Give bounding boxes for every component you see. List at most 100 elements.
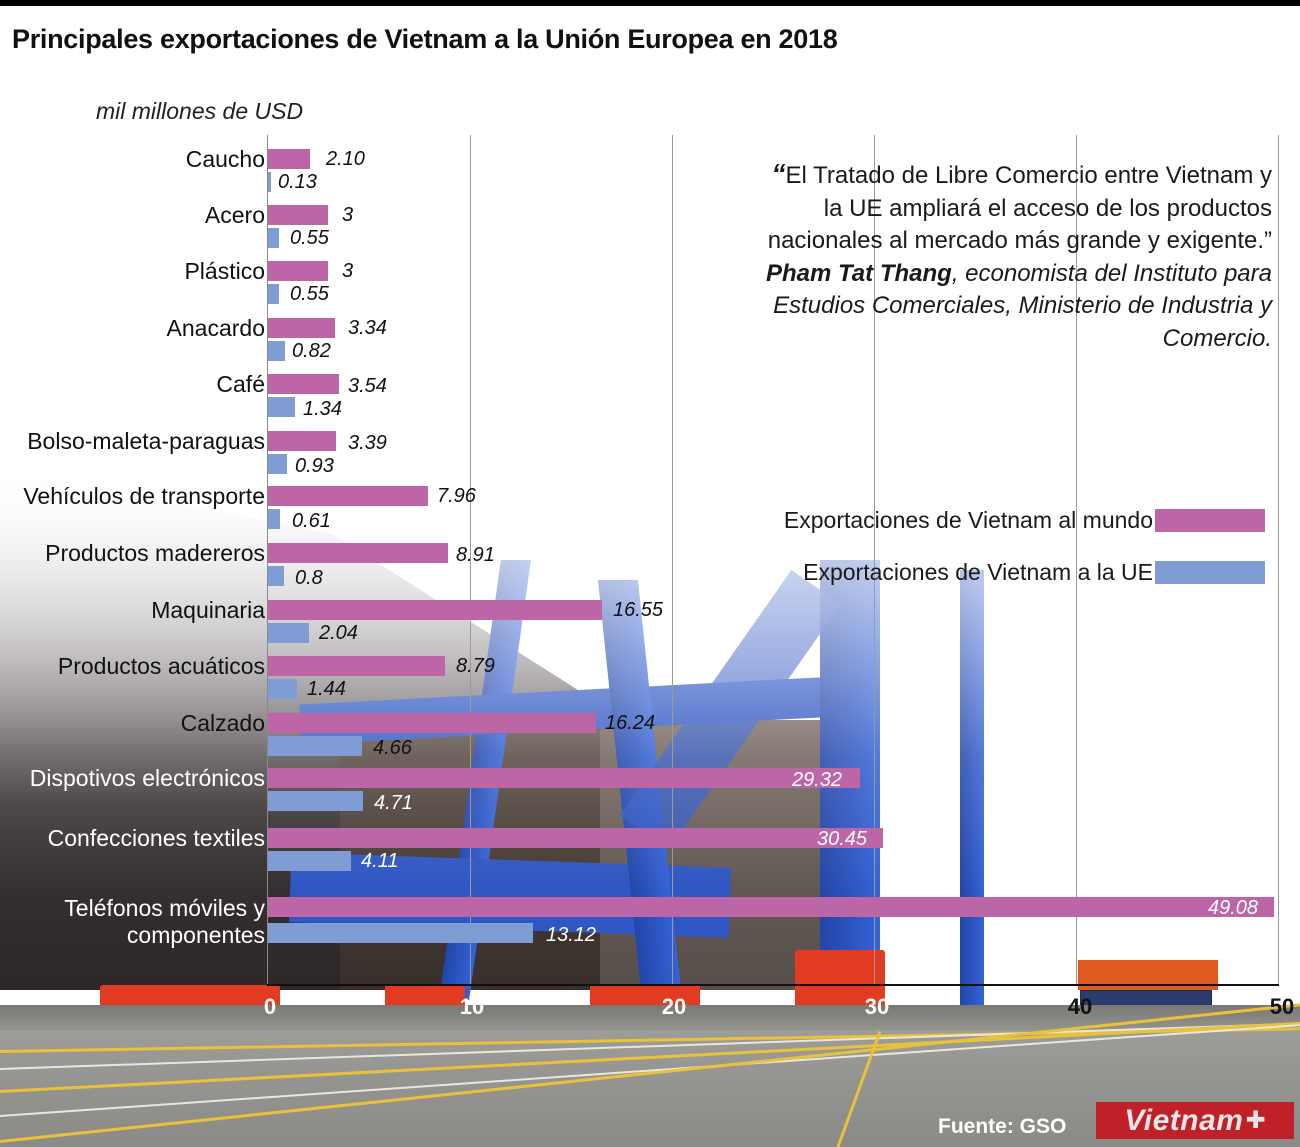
bar-world bbox=[268, 205, 328, 225]
value-world: 2.10 bbox=[326, 148, 365, 170]
value-world: 3.54 bbox=[348, 375, 387, 397]
bar-row-electronicos: Dispotivos electrónicos 29.32 4.71 bbox=[0, 765, 1300, 814]
category-label: Confecciones textiles bbox=[47, 825, 265, 851]
bar-eu bbox=[268, 454, 287, 474]
gridline-50 bbox=[1278, 135, 1279, 985]
legend-world: Exportaciones de Vietnam al mundo bbox=[784, 507, 1265, 533]
bar-world bbox=[268, 149, 310, 169]
bar-world bbox=[268, 656, 445, 676]
category-label: Café bbox=[216, 371, 265, 397]
value-eu: 2.04 bbox=[319, 622, 358, 644]
x-tick-40: 40 bbox=[1067, 994, 1093, 1019]
x-tick-10: 10 bbox=[459, 994, 485, 1019]
bar-row-acero: Acero 3 0.55 bbox=[0, 202, 1300, 251]
bar-eu bbox=[268, 341, 285, 361]
category-label: Vehículos de transporte bbox=[23, 483, 265, 509]
gridline-10 bbox=[470, 135, 471, 985]
legend-label-eu: Exportaciones de Vietnam a la UE bbox=[803, 558, 1153, 585]
x-tick-0: 0 bbox=[263, 994, 277, 1019]
category-label: Teléfonos móviles y componentes bbox=[55, 895, 265, 949]
bar-row-telefonos: Teléfonos móviles y componentes 49.08 13… bbox=[0, 895, 1300, 948]
value-world: 30.45 bbox=[817, 828, 868, 850]
value-eu: 0.82 bbox=[292, 340, 331, 362]
bar-eu bbox=[268, 228, 279, 248]
gridline-30 bbox=[874, 135, 875, 985]
unit-label: mil millones de USD bbox=[96, 98, 304, 124]
value-world: 3.39 bbox=[348, 432, 387, 454]
bar-eu bbox=[268, 284, 279, 304]
bar-eu bbox=[268, 172, 271, 192]
source-note: Fuente: GSO bbox=[938, 1115, 1067, 1138]
value-eu: 13.12 bbox=[546, 924, 597, 946]
value-world: 3 bbox=[342, 204, 354, 226]
bar-world bbox=[268, 543, 448, 563]
category-label: Acero bbox=[204, 202, 265, 228]
bar-world bbox=[268, 828, 883, 848]
bar-row-caucho: Caucho 2.10 0.13 bbox=[0, 146, 1300, 195]
category-label: Productos acuáticos bbox=[57, 653, 265, 679]
bar-world bbox=[268, 600, 602, 620]
bar-eu bbox=[268, 923, 533, 943]
bar-eu bbox=[268, 736, 362, 756]
bar-eu bbox=[268, 623, 309, 643]
bar-row-bolso: Bolso-maleta-paraguas 3.39 0.93 bbox=[0, 428, 1300, 477]
chart-title: Principales exportaciones de Vietnam a l… bbox=[12, 24, 838, 54]
value-eu: 4.66 bbox=[373, 737, 412, 759]
top-border bbox=[0, 0, 1300, 6]
quote-author-role: , economista del Instituto para Estudios… bbox=[773, 259, 1272, 352]
value-world: 16.55 bbox=[613, 599, 664, 621]
bar-eu bbox=[268, 791, 363, 811]
plus-icon: ✚ bbox=[1245, 1107, 1266, 1134]
bar-row-anacardo: Anacardo 3.34 0.82 bbox=[0, 315, 1300, 364]
y-axis-line bbox=[267, 135, 268, 985]
bar-eu bbox=[268, 509, 280, 529]
quote-mark: “ bbox=[771, 158, 786, 189]
bar-world bbox=[268, 897, 1274, 917]
value-eu: 0.8 bbox=[295, 567, 323, 589]
quote-author: Pham Tat Thang bbox=[766, 259, 952, 287]
x-tick-30: 30 bbox=[864, 994, 890, 1019]
bar-row-vehiculos: Vehículos de transporte 7.96 0.61 bbox=[0, 483, 1300, 532]
bar-world bbox=[268, 768, 860, 788]
value-world: 8.91 bbox=[456, 544, 495, 566]
bar-world bbox=[268, 486, 428, 506]
value-world: 8.79 bbox=[456, 655, 495, 677]
logo-text: Vietnam bbox=[1124, 1103, 1244, 1137]
value-eu: 1.34 bbox=[303, 398, 342, 420]
bar-row-calzado: Calzado 16.24 4.66 bbox=[0, 710, 1300, 759]
bar-row-plastico: Plástico 3 0.55 bbox=[0, 258, 1300, 307]
value-world: 3.34 bbox=[348, 317, 387, 339]
value-eu: 4.71 bbox=[374, 792, 413, 814]
bar-row-maquinaria: Maquinaria 16.55 2.04 bbox=[0, 597, 1300, 646]
category-label: Maquinaria bbox=[151, 597, 265, 623]
bar-eu bbox=[268, 566, 284, 586]
category-label: Calzado bbox=[180, 710, 265, 736]
value-world: 3 bbox=[342, 260, 354, 282]
bar-world bbox=[268, 318, 335, 338]
x-axis-line bbox=[267, 984, 1279, 986]
category-label: Bolso-maleta-paraguas bbox=[27, 428, 265, 454]
gridline-20 bbox=[672, 135, 673, 985]
bar-world bbox=[268, 713, 596, 733]
category-label: Dispotivos electrónicos bbox=[29, 765, 265, 791]
category-label: Plástico bbox=[184, 258, 265, 284]
bar-world bbox=[268, 374, 339, 394]
gridline-40 bbox=[1076, 135, 1077, 985]
bar-row-acuaticos: Productos acuáticos 8.79 1.44 bbox=[0, 653, 1300, 702]
value-eu: 4.11 bbox=[361, 850, 399, 872]
bar-row-cafe: Café 3.54 1.34 bbox=[0, 371, 1300, 420]
value-eu: 0.55 bbox=[290, 227, 329, 249]
category-label: Productos madereros bbox=[45, 540, 265, 566]
quote-block: “El Tratado de Libre Comercio entre Viet… bbox=[752, 158, 1272, 355]
x-tick-20: 20 bbox=[661, 994, 687, 1019]
legend-swatch-world bbox=[1155, 508, 1265, 532]
bar-row-madereros: Productos madereros 8.91 0.8 bbox=[0, 540, 1300, 589]
value-eu: 0.93 bbox=[295, 455, 334, 477]
bar-world bbox=[268, 431, 336, 451]
value-world: 49.08 bbox=[1208, 897, 1259, 919]
legend-eu: Exportaciones de Vietnam a la UE bbox=[803, 559, 1265, 585]
vietnam-plus-logo: Vietnam ✚ bbox=[1096, 1102, 1294, 1139]
x-tick-50: 50 bbox=[1269, 994, 1295, 1019]
